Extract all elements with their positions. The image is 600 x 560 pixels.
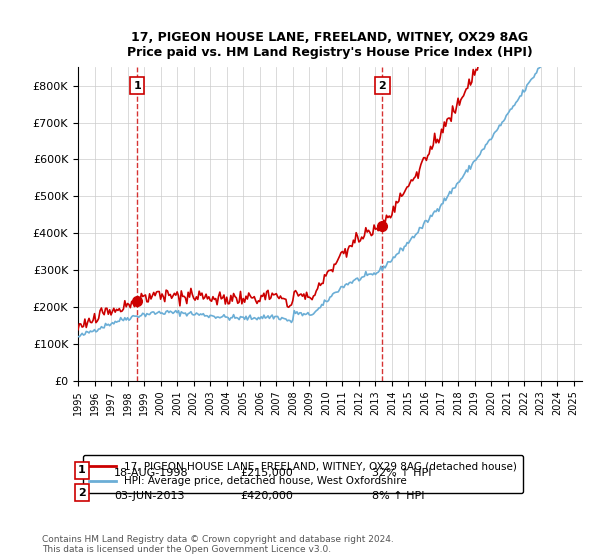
Text: 2: 2	[379, 81, 386, 91]
Text: 32% ↑ HPI: 32% ↑ HPI	[372, 468, 431, 478]
Text: 1: 1	[78, 465, 86, 475]
Text: 2: 2	[78, 488, 86, 498]
Title: 17, PIGEON HOUSE LANE, FREELAND, WITNEY, OX29 8AG
Price paid vs. HM Land Registr: 17, PIGEON HOUSE LANE, FREELAND, WITNEY,…	[127, 31, 533, 59]
Text: £215,000: £215,000	[240, 468, 293, 478]
Text: Contains HM Land Registry data © Crown copyright and database right 2024.
This d: Contains HM Land Registry data © Crown c…	[42, 535, 394, 554]
Text: 1: 1	[133, 81, 141, 91]
Legend: 17, PIGEON HOUSE LANE, FREELAND, WITNEY, OX29 8AG (detached house), HPI: Average: 17, PIGEON HOUSE LANE, FREELAND, WITNEY,…	[83, 455, 523, 493]
Text: 03-JUN-2013: 03-JUN-2013	[114, 491, 185, 501]
Text: £420,000: £420,000	[240, 491, 293, 501]
Text: 8% ↑ HPI: 8% ↑ HPI	[372, 491, 425, 501]
Text: 18-AUG-1998: 18-AUG-1998	[114, 468, 188, 478]
